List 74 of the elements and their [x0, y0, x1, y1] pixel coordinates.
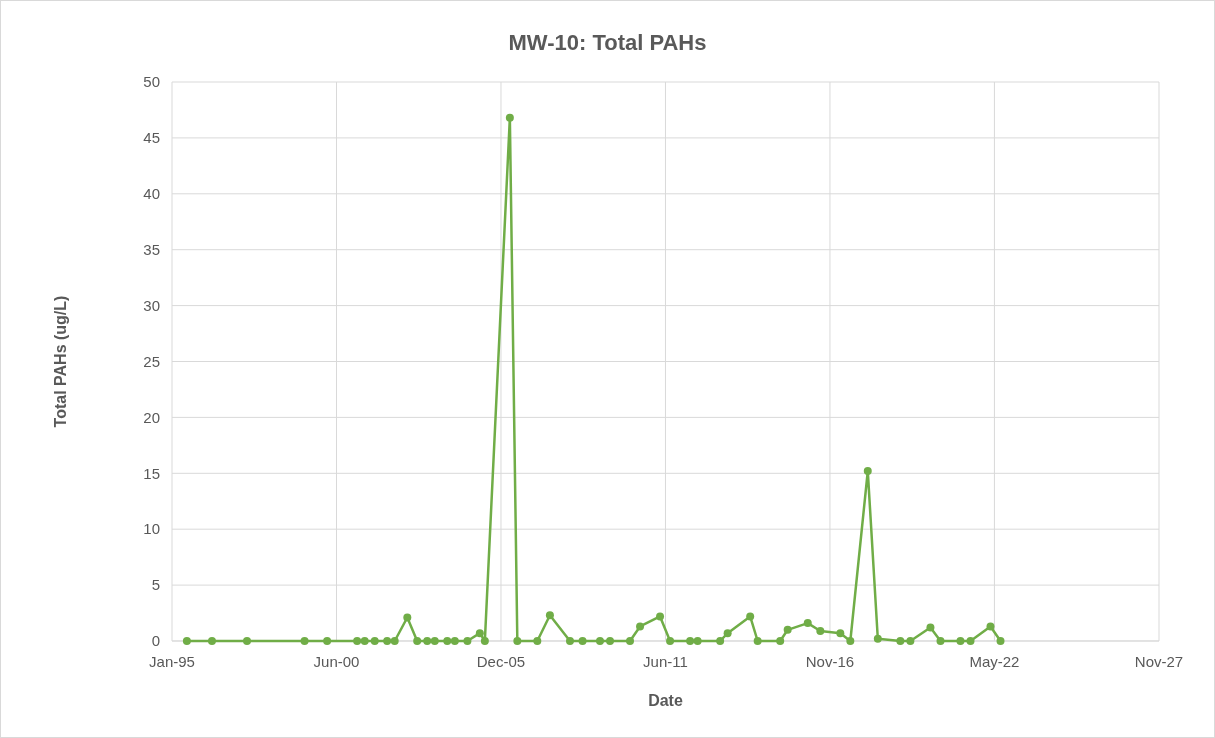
- y-tick-label: 40: [143, 185, 160, 203]
- point: [413, 637, 422, 645]
- point: [723, 629, 732, 638]
- x-tick-label: Nov-27: [1134, 653, 1184, 670]
- point: [803, 619, 812, 628]
- point: [545, 611, 554, 620]
- point: [986, 622, 995, 631]
- point: [686, 637, 695, 645]
- point: [595, 637, 604, 645]
- y-axis-title: Total PAHs (ug/L): [52, 295, 69, 428]
- y-tick-label: 30: [143, 296, 160, 314]
- point: [906, 637, 915, 645]
- point: [776, 637, 785, 645]
- point: [403, 613, 412, 622]
- point: [846, 637, 855, 645]
- point: [873, 634, 882, 643]
- point: [693, 637, 702, 645]
- x-tick-label: Jun-00: [313, 653, 360, 670]
- point: [443, 637, 452, 645]
- point: [606, 637, 615, 645]
- x-tick-label: Jun-11: [643, 653, 688, 670]
- y-tick-label: 15: [143, 464, 160, 482]
- y-tick-label: 50: [143, 73, 160, 91]
- point: [816, 626, 825, 635]
- point: [836, 629, 845, 638]
- point: [353, 637, 362, 645]
- point: [533, 637, 542, 645]
- x-tick-label: May-22: [969, 653, 1020, 670]
- y-tick-label: 5: [151, 576, 160, 594]
- point: [896, 637, 905, 645]
- point: [936, 637, 945, 645]
- point: [480, 637, 489, 645]
- point: [182, 637, 191, 645]
- point: [716, 637, 725, 645]
- point: [463, 637, 472, 645]
- x-tick-label: Nov-16: [805, 653, 855, 670]
- point: [666, 637, 675, 645]
- point: [430, 637, 439, 645]
- y-tick-label: 45: [143, 129, 160, 147]
- point: [370, 637, 379, 645]
- y-tick-label: 0: [151, 632, 160, 650]
- point: [996, 637, 1005, 645]
- point: [450, 637, 459, 645]
- point: [956, 637, 965, 645]
- y-tick-label: 20: [143, 408, 160, 426]
- point: [243, 637, 252, 645]
- point: [207, 637, 216, 645]
- point: [753, 637, 762, 645]
- point: [783, 625, 792, 634]
- point: [656, 612, 665, 621]
- y-tick-label: 10: [143, 520, 160, 538]
- y-tick-label: 25: [143, 352, 160, 370]
- x-axis-title: Date: [648, 692, 683, 709]
- point: [513, 637, 522, 645]
- point: [966, 637, 975, 645]
- point: [746, 612, 755, 621]
- x-tick-label: Dec-05: [476, 653, 526, 670]
- point: [565, 637, 574, 645]
- point: [636, 622, 645, 631]
- point: [626, 637, 635, 645]
- point: [390, 637, 399, 645]
- point: [926, 623, 935, 632]
- point: [475, 629, 484, 638]
- chart-title: MW-10: Total PAHs: [508, 30, 707, 55]
- point: [423, 637, 432, 645]
- point: [360, 637, 369, 645]
- point: [505, 113, 514, 122]
- point: [578, 637, 587, 645]
- point: [863, 467, 872, 476]
- point: [383, 637, 392, 645]
- point: [300, 637, 309, 645]
- x-tick-label: Jan-95: [149, 653, 195, 670]
- point: [323, 637, 332, 645]
- y-tick-label: 35: [143, 240, 160, 258]
